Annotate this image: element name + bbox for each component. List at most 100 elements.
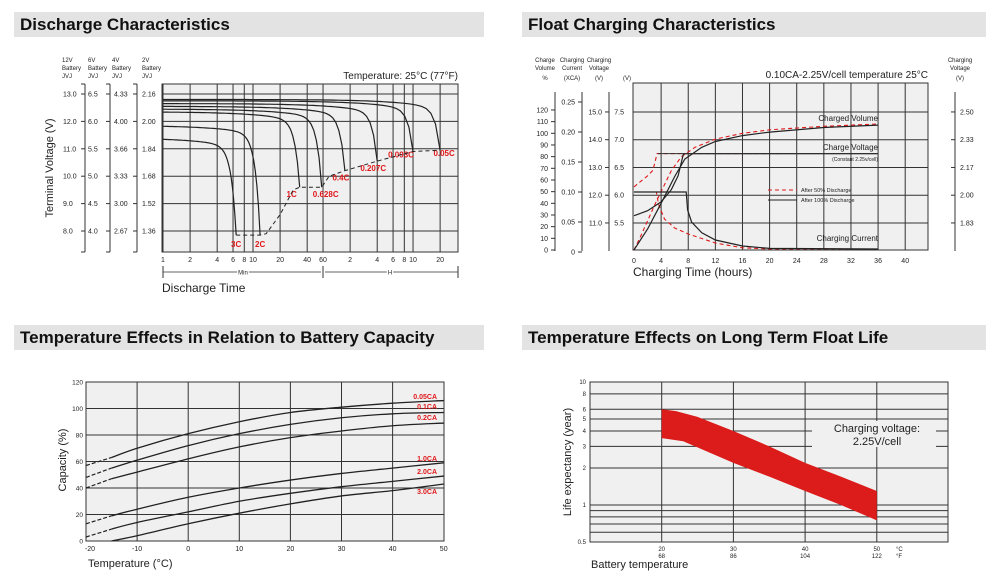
discharge-x-tick: 6 bbox=[231, 257, 235, 264]
float-axis-header: Voltage bbox=[950, 66, 971, 72]
discharge-x-tick: 60 bbox=[319, 257, 327, 264]
float-y-tick: 0.10 bbox=[561, 190, 575, 197]
float-axis-header: Current bbox=[562, 66, 582, 72]
life-y-tick: 5 bbox=[583, 417, 587, 423]
life-y-tick: 10 bbox=[579, 380, 586, 386]
float-y-tick: 2.33 bbox=[960, 137, 974, 144]
discharge-x-tick: 8 bbox=[402, 257, 406, 264]
float-axis-header: (V) bbox=[623, 76, 631, 82]
float-y-tick: 6.5 bbox=[614, 165, 624, 172]
capacity-y-tick: 20 bbox=[76, 512, 84, 519]
capacity-y-tick: 60 bbox=[76, 459, 84, 466]
life-x-tick-fahrenheit: 68 bbox=[658, 554, 665, 560]
life-expectancy-band bbox=[661, 409, 877, 521]
charged-volume-label: Charged Volume bbox=[818, 114, 878, 123]
float-x-tick: 28 bbox=[820, 258, 828, 265]
discharge-y-axis-title: Terminal Voltage (V) bbox=[44, 118, 56, 217]
discharge-x-tick: 8 bbox=[242, 257, 246, 264]
charge-voltage-label: Charge Voltage bbox=[823, 143, 879, 152]
capacity-x-tick: 20 bbox=[287, 546, 295, 553]
discharge-axis-header: Battery bbox=[142, 66, 161, 72]
float-y-tick: 20 bbox=[540, 224, 548, 231]
float-x-tick: 8 bbox=[686, 258, 690, 265]
discharge-x-tick: 2 bbox=[348, 257, 352, 264]
capacity-rate-label: 1.0CA bbox=[417, 456, 437, 463]
discharge-y-tick: 12.0 bbox=[63, 119, 77, 126]
capacity-curve-dashed-0.05CA bbox=[85, 456, 112, 467]
discharge-y-tick: 5.5 bbox=[88, 146, 98, 153]
discharge-x-tick: 20 bbox=[276, 257, 284, 264]
discharge-y-tick: 6.5 bbox=[88, 92, 98, 99]
capacity-curve-3.0CA bbox=[111, 483, 444, 542]
discharge-y-tick: 3.00 bbox=[114, 201, 128, 208]
discharge-y-tick: 6.0 bbox=[88, 119, 98, 126]
capacity-y-tick: 100 bbox=[72, 406, 83, 413]
discharge-axis-header: Battery bbox=[112, 66, 131, 72]
float-axis-header: Charging bbox=[948, 58, 972, 64]
life-x-tick-fahrenheit: 122 bbox=[872, 554, 883, 560]
float-y-tick: 0 bbox=[544, 248, 548, 255]
discharge-curve-0.628C bbox=[163, 108, 323, 188]
legend-label-50: After 50% Discharge bbox=[801, 188, 851, 194]
discharge-y-tick: 1.52 bbox=[142, 201, 156, 208]
charging-voltage-annotation: Charging voltage: bbox=[834, 423, 920, 435]
discharge-axis-header: 12V bbox=[62, 58, 73, 64]
discharge-y-tick: 8.0 bbox=[63, 229, 73, 236]
life-y-tick: 6 bbox=[583, 407, 587, 413]
discharge-rate-label: 0.207C bbox=[360, 164, 386, 173]
capacity-curve-dashed-2.0CA bbox=[85, 528, 112, 538]
life-y-tick: 4 bbox=[583, 429, 587, 435]
life-y-tick: 1 bbox=[583, 503, 587, 509]
discharge-y-tick: 1.68 bbox=[142, 174, 156, 181]
discharge-axis-header: Battery bbox=[62, 66, 81, 72]
float-x-tick: 4 bbox=[659, 258, 663, 265]
float-y-tick: 40 bbox=[540, 201, 548, 208]
float-y-tick: 80 bbox=[540, 154, 548, 161]
discharge-y-tick: 5.0 bbox=[88, 174, 98, 181]
float-x-tick: 36 bbox=[874, 258, 882, 265]
life-x-tick-celsius: 20 bbox=[658, 547, 665, 553]
discharge-rate-label: 3C bbox=[231, 240, 241, 249]
float-x-tick: 24 bbox=[793, 258, 801, 265]
float-y-tick: 50 bbox=[540, 189, 548, 196]
float-y-tick: 6.0 bbox=[614, 193, 624, 200]
discharge-y-tick: 4.00 bbox=[114, 119, 128, 126]
float-axis-header: Voltage bbox=[589, 66, 610, 72]
float-y-tick: 12.0 bbox=[588, 193, 602, 200]
life-x-tick-celsius: 50 bbox=[873, 547, 880, 553]
capacity-x-tick: 30 bbox=[338, 546, 346, 553]
discharge-curve-2C bbox=[163, 125, 261, 236]
discharge-plot-area bbox=[161, 83, 459, 253]
discharge-rate-label: 0.628C bbox=[313, 190, 339, 199]
discharge-x-tick: 20 bbox=[436, 257, 444, 264]
discharge-axis-header: 2V bbox=[142, 58, 149, 64]
header-float-life: Temperature Effects on Long Term Float L… bbox=[522, 325, 986, 350]
float-x-tick: 16 bbox=[739, 258, 747, 265]
discharge-x-tick: 4 bbox=[375, 257, 379, 264]
float-y-tick: 60 bbox=[540, 177, 548, 184]
discharge-y-tick: 10.0 bbox=[63, 174, 77, 181]
header-float-charging: Float Charging Characteristics bbox=[522, 12, 986, 37]
float-y-tick: 0.15 bbox=[561, 160, 575, 167]
float-x-tick: 12 bbox=[711, 258, 719, 265]
life-y-axis-title: Life expectancy (year) bbox=[562, 408, 574, 516]
discharge-x-tick: 10 bbox=[249, 257, 257, 264]
discharge-y-tick: 2.67 bbox=[114, 229, 128, 236]
capacity-curve-dashed-0.1CA bbox=[85, 467, 112, 478]
discharge-x-tick: 2 bbox=[188, 257, 192, 264]
float-x-tick: 0 bbox=[632, 258, 636, 265]
float-y-tick: 11.0 bbox=[589, 220, 602, 227]
header-temperature-capacity: Temperature Effects in Relation to Batte… bbox=[14, 325, 484, 350]
discharge-y-tick: 13.0 bbox=[63, 92, 77, 99]
capacity-x-tick: 40 bbox=[389, 546, 397, 553]
float-axis-header: (XCA) bbox=[564, 76, 580, 82]
float-y-tick: 0.25 bbox=[561, 100, 575, 107]
discharge-y-tick: 4.5 bbox=[88, 201, 98, 208]
charging-current-label: Charging Current bbox=[817, 234, 879, 243]
capacity-y-axis-title: Capacity (%) bbox=[57, 429, 69, 492]
life-y-tick: 2 bbox=[583, 466, 587, 472]
discharge-axis-header: JVJ bbox=[88, 74, 98, 80]
float-y-tick: 70 bbox=[540, 166, 548, 173]
float-y-tick: 14.0 bbox=[588, 137, 602, 144]
discharge-x-tick: 4 bbox=[215, 257, 219, 264]
